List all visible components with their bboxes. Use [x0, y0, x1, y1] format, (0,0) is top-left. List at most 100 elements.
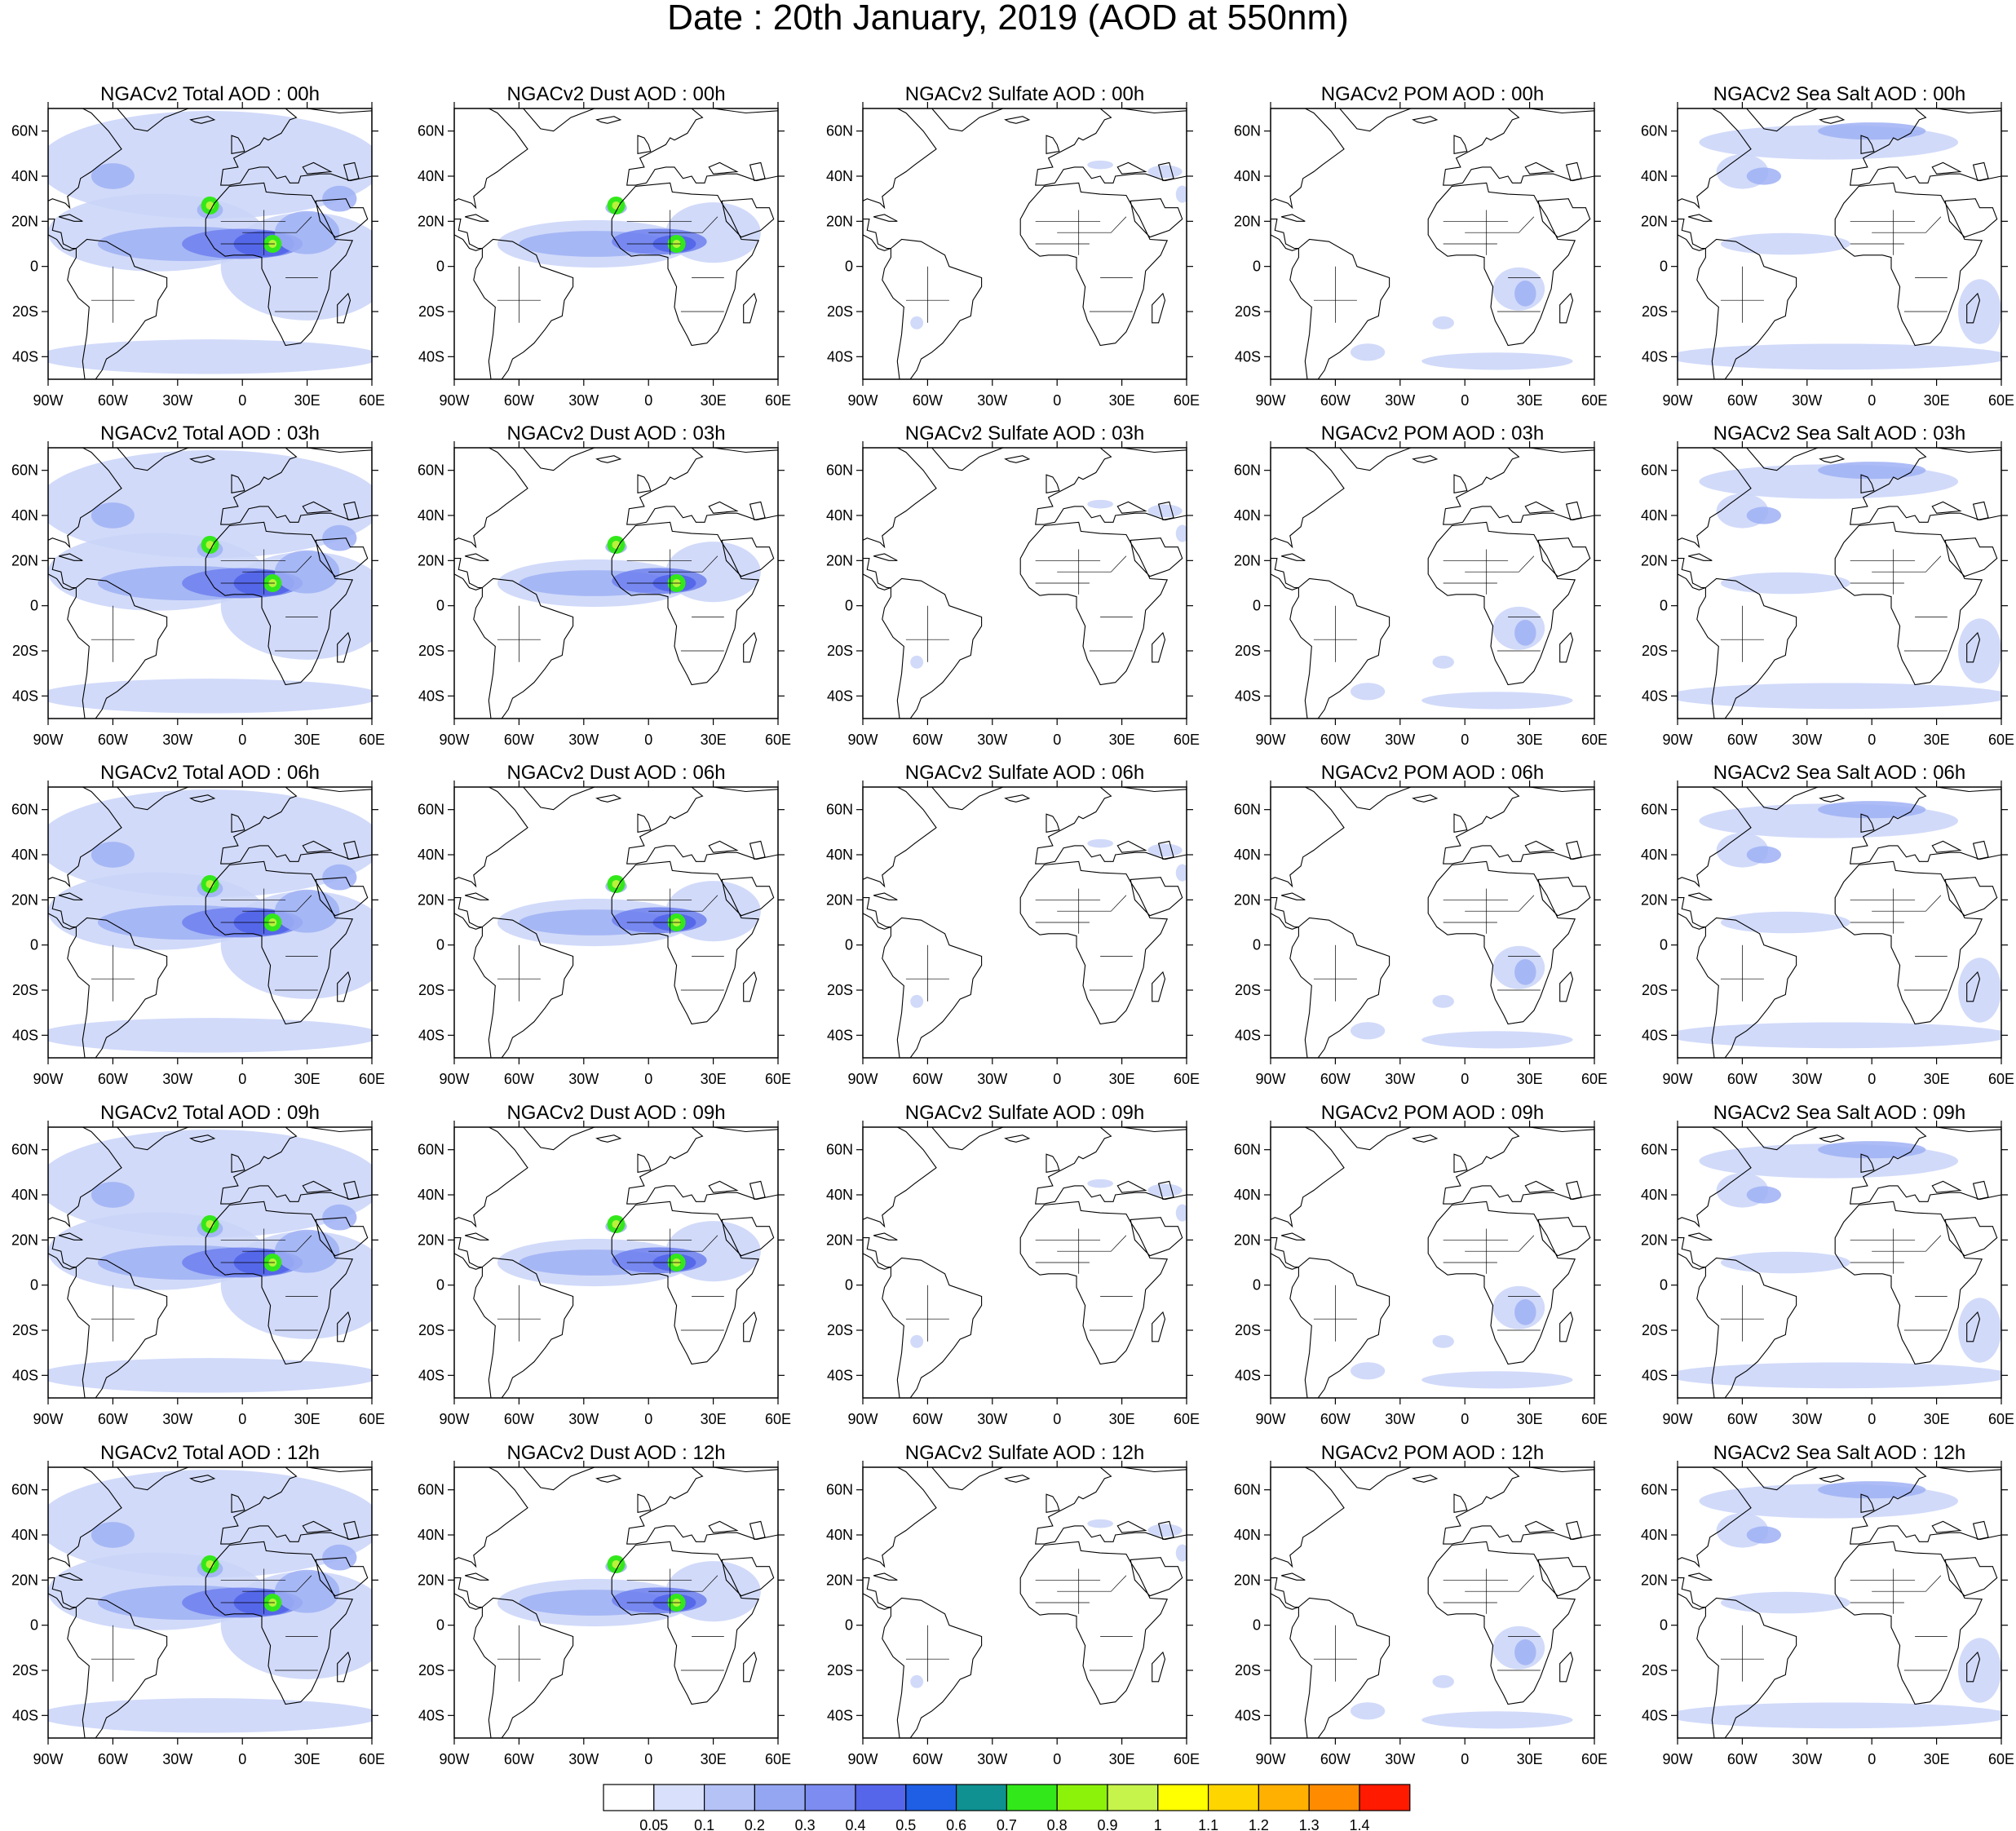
aod-plume: [1350, 1702, 1386, 1720]
coastline: [220, 448, 372, 525]
map-panel: NGACv2 Total AOD : 03h 90W 60W 30W 0 30E 60E 60…: [11, 422, 385, 748]
x-tick-label: 60E: [359, 1071, 385, 1087]
x-tick-label: 60E: [359, 1751, 385, 1767]
coastline: [1678, 108, 1752, 210]
x-tick-label: 30E: [1924, 1411, 1950, 1427]
x-tick-label: 90W: [1662, 392, 1692, 409]
y-tick-label: 60N: [418, 123, 444, 139]
map-panel: NGACv2 Sulfate AOD : 00h 90W 60W 30W 0 30E 60E…: [826, 83, 1200, 409]
aod-plume: [1958, 958, 2001, 1023]
coastline: [1130, 877, 1183, 917]
y-tick-label: 40S: [1235, 348, 1261, 365]
coastline: [1819, 455, 1846, 463]
aod-plume: [910, 1334, 924, 1348]
map-panel: NGACv2 POM AOD : 03h 90W 60W 30W 0 30E 60E 60N 4…: [1234, 422, 1607, 748]
panel-title: NGACv2 Dust AOD : 06h: [506, 762, 725, 784]
coastline: [473, 577, 574, 719]
x-tick-label: 30W: [162, 392, 192, 409]
country-border: [242, 1575, 312, 1592]
coastline: [337, 1651, 351, 1683]
aod-plume: [910, 1674, 924, 1688]
coastline: [220, 108, 372, 186]
coastline: [1157, 1180, 1174, 1201]
coastline: [1281, 1232, 1306, 1241]
coastline: [1944, 1217, 1998, 1257]
x-tick-label: 0: [1868, 1751, 1876, 1767]
x-tick-label: 30E: [1517, 1071, 1543, 1087]
x-tick-label: 90W: [1255, 392, 1285, 409]
coastline: [1046, 1153, 1060, 1173]
coastline: [116, 787, 189, 811]
y-tick-label: 20N: [1641, 891, 1668, 908]
map-frame: [862, 786, 1187, 1059]
x-tick-label: 60W: [913, 732, 943, 748]
coastline: [743, 1651, 758, 1683]
aod-plume: [48, 1358, 372, 1393]
x-tick-label: 60E: [1581, 1411, 1607, 1427]
coastline: [637, 474, 652, 493]
aod-plume: [1432, 1334, 1454, 1348]
colorbar-label: 0.3: [795, 1817, 816, 1831]
coastline: [1565, 840, 1582, 860]
colorbar-swatch: [653, 1784, 705, 1811]
coastline: [743, 971, 758, 1002]
coastline: [1850, 1127, 2001, 1205]
coastline: [189, 1134, 216, 1143]
colorbar-swatch: [804, 1784, 856, 1811]
aod-plume: [322, 1204, 357, 1231]
y-tick-label: 20S: [1642, 1662, 1668, 1678]
coastline: [1412, 116, 1439, 124]
panel-title: NGACv2 Sea Salt AOD : 09h: [1713, 1102, 1965, 1124]
coastline: [302, 161, 333, 175]
x-tick-label: 30E: [1517, 1411, 1543, 1427]
aod-plume: [1421, 692, 1573, 710]
country-border: [1057, 216, 1127, 233]
aod-plume: [1175, 1204, 1187, 1222]
coastline: [1565, 161, 1582, 182]
y-tick-label: 20S: [1235, 303, 1261, 320]
map-panel: NGACv2 Dust AOD : 00h 90W 60W 30W 0 30E 60E 60N…: [418, 83, 791, 409]
coastline: [637, 1493, 652, 1513]
country-border: [1465, 1575, 1535, 1592]
map-frame: [862, 447, 1187, 719]
coastline: [863, 897, 891, 930]
map-frame: [453, 447, 779, 719]
aod-plume: [1432, 1674, 1454, 1688]
coastline: [302, 501, 333, 514]
coastline: [595, 1475, 622, 1483]
x-tick-label: 90W: [847, 1071, 878, 1087]
coastline: [67, 577, 168, 719]
x-tick-label: 60E: [1174, 1751, 1200, 1767]
y-tick-label: 40S: [827, 1027, 853, 1043]
aod-plume: [1818, 1481, 1926, 1499]
aod-plume: [1720, 1591, 1850, 1614]
y-tick-label: 20N: [1641, 552, 1668, 568]
y-tick-label: 40S: [418, 1367, 444, 1383]
aod-plume: [1514, 958, 1536, 985]
x-tick-label: 60W: [1727, 732, 1757, 748]
y-tick-label: 60N: [826, 1482, 853, 1498]
map-frame: [47, 1466, 373, 1739]
coastline: [1696, 917, 1797, 1058]
colorbar: 0.05 0.1 0.2 0.3 0.4 0.5 0.6 0.7 0.8 0.9 1 1.1 1.2 1.…: [603, 1784, 1411, 1831]
country-border: [1057, 1575, 1127, 1592]
aod-plume: [274, 210, 340, 254]
y-tick-label: 40S: [827, 688, 853, 704]
x-tick-label: 30E: [294, 392, 321, 409]
x-tick-label: 60E: [765, 732, 791, 748]
coastline: [315, 1557, 369, 1597]
x-tick-label: 90W: [1255, 1751, 1285, 1767]
country-border: [1465, 555, 1535, 573]
y-tick-label: 0: [1660, 259, 1668, 275]
coastline: [873, 553, 898, 561]
map-frame: [453, 108, 779, 380]
colorbar-swatch: [1006, 1784, 1058, 1811]
aod-plume: [1818, 122, 1926, 140]
coastline: [1130, 198, 1183, 238]
map-panel: NGACv2 POM AOD : 09h 90W 60W 30W 0 30E 60E 60N 4…: [1234, 1102, 1607, 1427]
coastline: [1116, 501, 1147, 514]
aod-plume: [1720, 232, 1850, 255]
y-tick-label: 40N: [826, 507, 853, 524]
aod-plume: [1421, 1371, 1573, 1389]
coastline: [454, 1127, 528, 1228]
